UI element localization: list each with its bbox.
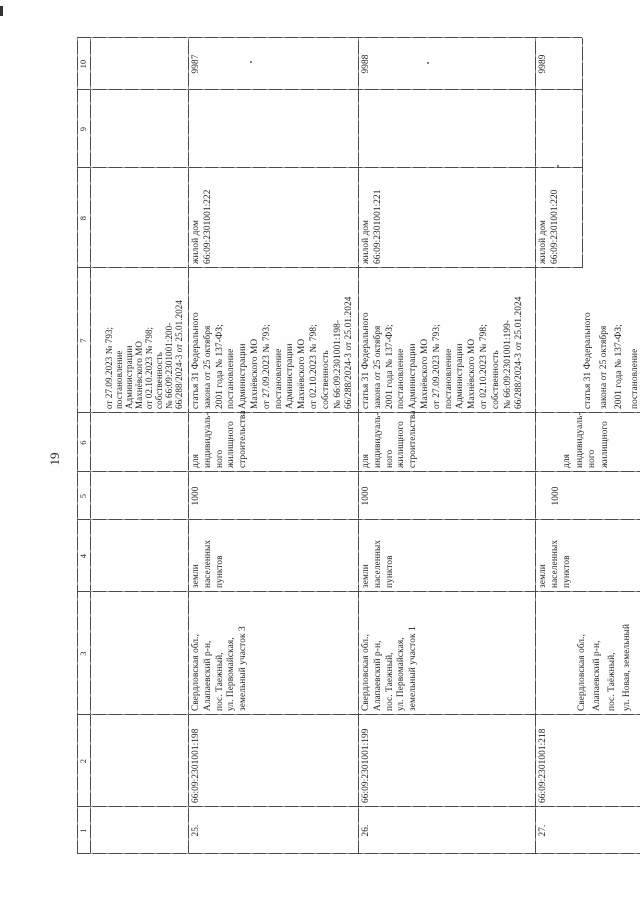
column-header-3: 3 [78, 651, 88, 656]
cell-r25-area: 1000 [191, 486, 201, 506]
grid-line [77, 89, 582, 90]
cell-cont-grounds: от 27.09.2023 № 793; постановление Админ… [104, 299, 184, 409]
cell-r27-cadastral: 66:09:2301001:218 [538, 728, 548, 803]
scan-edge-artifact [0, 6, 3, 16]
column-header-5: 5 [78, 493, 88, 499]
cell-r26-address: Свердловская обл., Алапаевский р-н, пос.… [361, 626, 419, 711]
rotated-table: 1 2 3 4 5 6 7 8 9 10 от 27.09.2023 № 793… [77, 37, 640, 854]
cell-r26-cadastral: 66:09:2301001:199 [361, 728, 371, 803]
scan-speck [557, 165, 559, 167]
cell-r26-permitted-use: для индивидуаль- ного жилищного строител… [361, 410, 419, 468]
cell-r27-land-category: земли населенных пунктов [538, 539, 572, 588]
cell-r27-address: Свердловская обл., Алапаевский р-н, пос.… [577, 623, 632, 711]
scan-speck [250, 61, 252, 63]
scan-speck [427, 62, 429, 64]
cell-r27-permitted-use: для индивидуаль- ного жилищного [562, 412, 610, 468]
cell-r25-grounds: статья 31 Федерального закона от 25 октя… [191, 296, 355, 409]
page-number: 19 [47, 452, 62, 466]
cell-r27-area: 1000 [551, 486, 561, 506]
cell-r26-building: жилой дом 66:09:2301001:221 [361, 189, 383, 264]
cell-r26-area: 1000 [361, 486, 371, 506]
grid-line-row-split [582, 38, 583, 268]
cell-r27-number: 27. [538, 824, 548, 837]
cell-r26-reg-number: 9988 [361, 54, 371, 74]
cell-r26-land-category: земли населенных пунктов [361, 539, 395, 588]
column-header-1: 1 [78, 828, 88, 833]
column-header-4: 4 [78, 553, 88, 559]
column-header-9: 9 [78, 126, 88, 132]
grid-line [77, 37, 582, 38]
cell-r25-address: Свердловская обл., Алапаевский р-н, пос.… [191, 626, 249, 711]
column-header-2: 2 [78, 758, 88, 764]
column-header-8: 8 [78, 215, 88, 221]
column-header-7: 7 [78, 338, 88, 343]
cell-r25-land-category: земли населенных пунктов [191, 539, 225, 588]
cell-r25-number: 25. [191, 824, 201, 837]
cell-r26-number: 26. [361, 824, 371, 837]
cell-r25-cadastral: 66:09:2301001:198 [191, 728, 201, 803]
cell-r25-permitted-use: для индивидуаль- ного жилищного строител… [191, 410, 249, 468]
cell-r27-grounds: статья 31 Федерального закона от 25 октя… [583, 312, 640, 409]
grid-line [90, 38, 91, 854]
cell-r26-grounds: статья 31 Федерального закона от 25 октя… [361, 296, 525, 409]
grid-line [77, 167, 582, 168]
column-header-10: 10 [78, 59, 88, 69]
cell-r27-building: жилой дом 66:09:2301001:220 [538, 189, 560, 264]
cell-r25-reg-number: 9987 [191, 54, 201, 74]
cell-r25-building: жилой дом 66:09:2301001:222 [191, 189, 213, 264]
column-header-6: 6 [78, 440, 88, 445]
cell-r27-reg-number: 9989 [538, 54, 548, 74]
